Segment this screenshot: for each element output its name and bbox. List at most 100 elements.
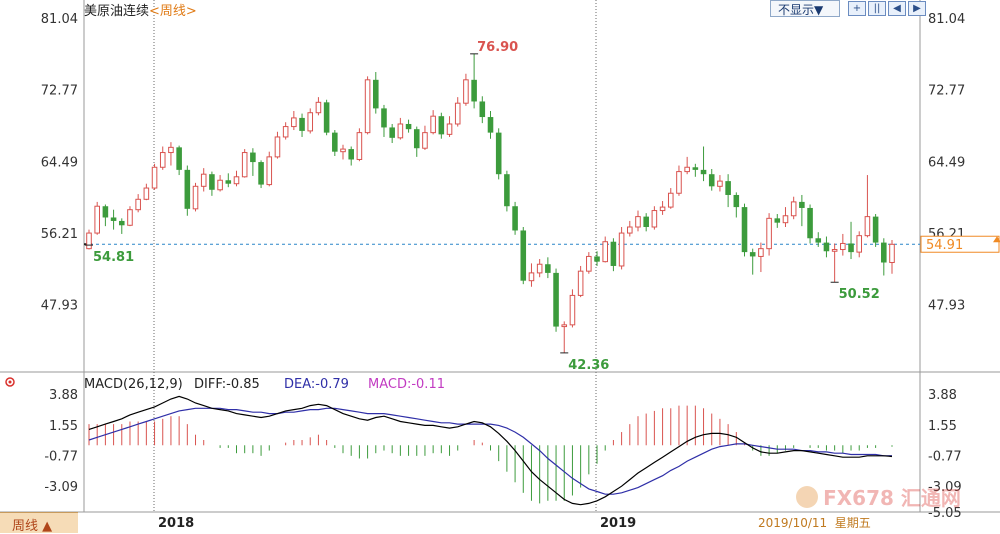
annotation-low: 42.36 (568, 358, 609, 373)
candle-body-up (454, 102, 461, 125)
candle-body-up (864, 216, 871, 237)
candle-body-down (372, 79, 379, 109)
candle-body-down (881, 242, 887, 263)
candle-body-down (807, 207, 813, 239)
candle-body-up (667, 192, 674, 208)
candle-body-down (553, 272, 559, 327)
candle-body-down (741, 207, 748, 253)
macd-ytick-left: 3.88 (49, 388, 78, 403)
candle-body-down (102, 206, 109, 218)
candle-body-up (356, 132, 363, 160)
annotation-high: 76.90 (477, 40, 518, 55)
candle-body-down (389, 127, 395, 138)
indicator-settings-icon-center (8, 380, 12, 384)
macd-ytick-left: 1.55 (49, 419, 78, 434)
price-ytick-right: 47.93 (928, 299, 965, 314)
candle-body-up (536, 263, 543, 274)
candle-body-down (545, 264, 551, 273)
split-view-icon[interactable]: || (868, 1, 886, 16)
candle-body-up (856, 235, 863, 253)
candle-body-down (176, 147, 182, 170)
candle-body-up (782, 215, 789, 224)
date-readout: 2019/10/11 星期五 (758, 516, 871, 530)
candle-body-up (569, 294, 576, 326)
candle-body-down (323, 102, 330, 133)
macd-ytick-right: -0.77 (928, 449, 962, 464)
candle-body-down (118, 220, 125, 226)
candle-body-down (512, 206, 518, 231)
x-axis-label: 2018 (158, 516, 194, 531)
candle-body-down (725, 181, 731, 195)
diff-line (88, 395, 893, 506)
macd-ytick-right: -5.05 (928, 506, 962, 521)
candle-body-down (733, 194, 740, 208)
candle-body-up (151, 166, 158, 189)
candle-body-down (479, 101, 486, 118)
candle-body-down (823, 242, 830, 252)
price-ytick-left: 72.77 (41, 84, 78, 99)
candle-body-down (495, 132, 502, 175)
step-forward-icon[interactable]: ▶ (908, 1, 926, 16)
candle-body-up (889, 243, 895, 264)
annotation-low: 54.81 (93, 250, 134, 265)
candle-body-down (209, 174, 215, 190)
instrument-name: 美原油连续 (84, 4, 150, 19)
candle-body-up (364, 79, 371, 134)
candle-body-down (471, 79, 477, 102)
candle-body-up (840, 242, 846, 251)
candle-body-up (561, 324, 568, 328)
candle-body-up (127, 209, 133, 226)
annotation-low: 50.52 (839, 287, 880, 302)
dea-line (88, 407, 893, 495)
candle-body-down (848, 243, 854, 253)
candle-body-down (348, 149, 354, 160)
candle-body-up (307, 112, 314, 132)
candle-body-down (643, 216, 649, 228)
x-axis-label: 2019 (600, 516, 636, 531)
display-dropdown-label: 不显示▼ (778, 3, 824, 17)
candle-body-down (799, 201, 805, 208)
candle-body-down (815, 238, 822, 243)
step-back-icon[interactable]: ◀ (888, 1, 906, 16)
price-ytick-left: 56.21 (41, 227, 78, 242)
macd-legend-item: DIFF:-0.85 (194, 377, 260, 392)
candle-body-up (422, 132, 428, 149)
candle-body-down (405, 123, 412, 130)
candle-body-up (577, 270, 584, 296)
candle-body-down (299, 117, 305, 131)
period-button-label: 周线 ▲ (12, 519, 53, 534)
macd-legend-item: DEA:-0.79 (284, 377, 349, 392)
candle-body-down (487, 117, 494, 133)
candle-body-up (659, 206, 666, 212)
chart-title: 美原油连续<周线> (84, 0, 197, 19)
macd-ytick-left: -3.09 (44, 480, 78, 495)
zoom-in-icon[interactable]: + (848, 1, 866, 16)
candle-body-up (266, 156, 273, 186)
candle-body-down (332, 132, 338, 152)
candle-body-up (291, 117, 297, 128)
current-price-badge (920, 235, 1000, 253)
candle-body-up (86, 232, 92, 250)
candle-body-up (651, 210, 658, 228)
candle-body-up (217, 179, 223, 191)
candle-body-up (627, 226, 633, 234)
candle-body-up (635, 216, 641, 228)
candle-body-down (438, 116, 445, 135)
current-price-arrow (993, 236, 1000, 243)
candle-body-up (315, 101, 322, 114)
candle-body-up (586, 255, 592, 272)
candle-body-down (610, 241, 617, 266)
period-button[interactable]: 周线 ▲ (0, 512, 78, 534)
candle-body-up (430, 115, 436, 134)
candle-body-up (397, 123, 404, 139)
macd-ytick-right: 1.55 (928, 419, 957, 434)
candle-body-up (528, 272, 535, 282)
display-dropdown[interactable]: 不显示▼ (770, 0, 840, 17)
watermark-icon (796, 485, 818, 508)
candle-body-up (135, 198, 141, 211)
macd-legend-item: MACD(26,12,9) (84, 377, 183, 392)
period-tag: <周线> (149, 4, 197, 19)
price-ytick-left: 64.49 (41, 155, 78, 170)
candle-body-up (241, 152, 248, 178)
